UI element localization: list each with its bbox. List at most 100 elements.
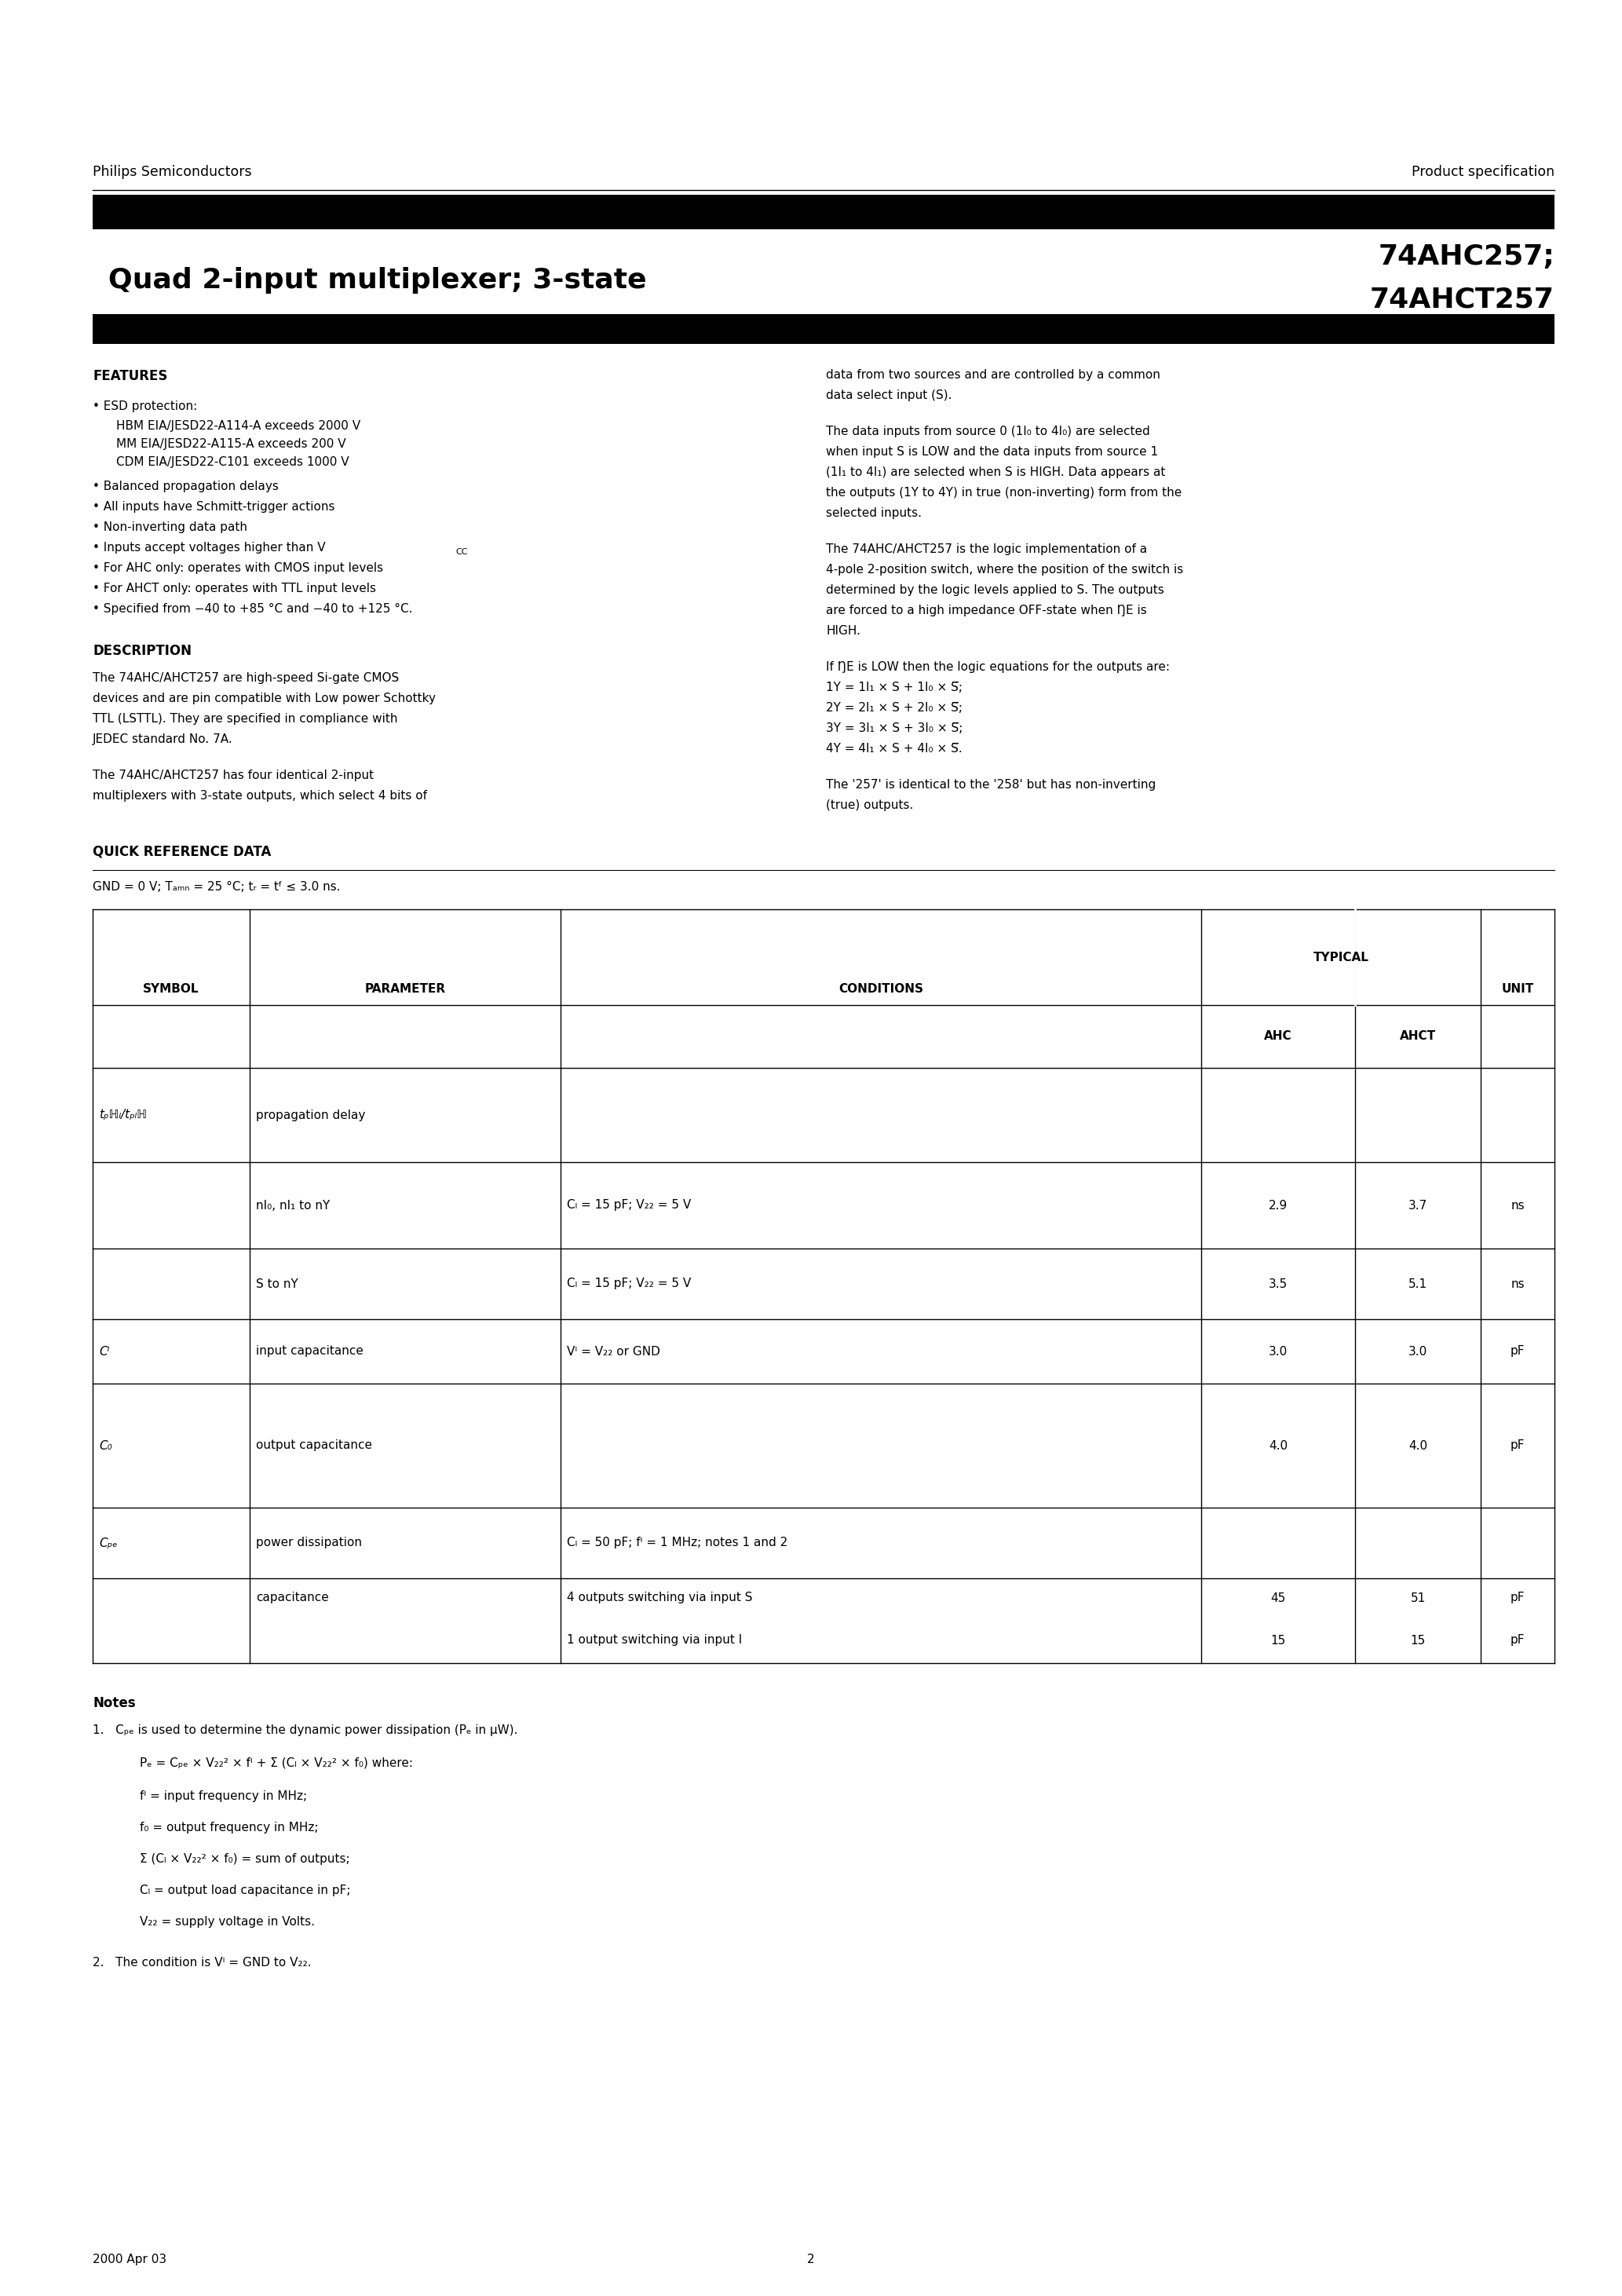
Text: JEDEC standard No. 7A.: JEDEC standard No. 7A. xyxy=(92,732,234,746)
Text: fᴵ = input frequency in MHz;: fᴵ = input frequency in MHz; xyxy=(139,1791,307,1802)
Text: data from two sources and are controlled by a common: data from two sources and are controlled… xyxy=(826,370,1160,381)
Text: (true) outputs.: (true) outputs. xyxy=(826,799,913,810)
Text: V₂₂ = supply voltage in Volts.: V₂₂ = supply voltage in Volts. xyxy=(139,1915,315,1929)
Text: 3.5: 3.5 xyxy=(1268,1279,1288,1290)
Text: output capacitance: output capacitance xyxy=(256,1440,371,1451)
Bar xyxy=(92,315,1554,344)
Text: TYPICAL: TYPICAL xyxy=(1314,951,1369,962)
Text: pF: pF xyxy=(1510,1345,1525,1357)
Text: determined by the logic levels applied to S. The outputs: determined by the logic levels applied t… xyxy=(826,583,1165,597)
Text: pF: pF xyxy=(1510,1440,1525,1451)
Text: 1.   Cₚₑ is used to determine the dynamic power dissipation (Pₑ in μW).: 1. Cₚₑ is used to determine the dynamic … xyxy=(92,1724,517,1736)
Text: 1Y = 1I₁ × S + 1I₀ × S̅;: 1Y = 1I₁ × S + 1I₀ × S̅; xyxy=(826,682,962,693)
Text: 3.0: 3.0 xyxy=(1268,1345,1288,1357)
Text: • Balanced propagation delays: • Balanced propagation delays xyxy=(92,480,279,491)
Text: are forced to a high impedance OFF-state when ŊE is: are forced to a high impedance OFF-state… xyxy=(826,604,1147,615)
Text: AHCT: AHCT xyxy=(1400,1031,1435,1042)
Text: Vᴵ = V₂₂ or GND: Vᴵ = V₂₂ or GND xyxy=(566,1345,660,1357)
Text: Cₗ = output load capacitance in pF;: Cₗ = output load capacitance in pF; xyxy=(139,1885,350,1896)
Text: C₀: C₀ xyxy=(99,1440,112,1451)
Text: power dissipation: power dissipation xyxy=(256,1536,362,1550)
Text: when input S is LOW and the data inputs from source 1: when input S is LOW and the data inputs … xyxy=(826,445,1158,457)
Text: Pₑ = Cₚₑ × V₂₂² × fᴵ + Σ (Cₗ × V₂₂² × f₀) where:: Pₑ = Cₚₑ × V₂₂² × fᴵ + Σ (Cₗ × V₂₂² × f₀… xyxy=(139,1756,414,1770)
Text: 2Y = 2I₁ × S + 2I₀ × S̅;: 2Y = 2I₁ × S + 2I₀ × S̅; xyxy=(826,703,962,714)
Text: S to nY: S to nY xyxy=(256,1279,298,1290)
Text: propagation delay: propagation delay xyxy=(256,1109,365,1120)
Text: 5.1: 5.1 xyxy=(1408,1279,1427,1290)
Text: FEATURES: FEATURES xyxy=(92,370,167,383)
Text: 51: 51 xyxy=(1410,1591,1426,1605)
Text: HIGH.: HIGH. xyxy=(826,625,860,636)
Text: 2.9: 2.9 xyxy=(1268,1199,1288,1212)
Text: Σ (Cₗ × V₂₂² × f₀) = sum of outputs;: Σ (Cₗ × V₂₂² × f₀) = sum of outputs; xyxy=(139,1853,350,1864)
Text: 1 output switching via input I: 1 output switching via input I xyxy=(566,1635,743,1646)
Text: • Inputs accept voltages higher than V: • Inputs accept voltages higher than V xyxy=(92,542,326,553)
Text: 2000 Apr 03: 2000 Apr 03 xyxy=(92,2255,167,2266)
Text: devices and are pin compatible with Low power Schottky: devices and are pin compatible with Low … xyxy=(92,693,436,705)
Text: The data inputs from source 0 (1I₀ to 4I₀) are selected: The data inputs from source 0 (1I₀ to 4I… xyxy=(826,425,1150,436)
Text: • For AHCT only: operates with TTL input levels: • For AHCT only: operates with TTL input… xyxy=(92,583,376,595)
Text: Cᴵ: Cᴵ xyxy=(99,1345,110,1357)
Text: CONDITIONS: CONDITIONS xyxy=(839,983,923,994)
Text: pF: pF xyxy=(1510,1635,1525,1646)
Text: Notes: Notes xyxy=(92,1697,136,1711)
Text: Cₗ = 15 pF; V₂₂ = 5 V: Cₗ = 15 pF; V₂₂ = 5 V xyxy=(566,1199,691,1212)
Text: Product specification: Product specification xyxy=(1411,165,1554,179)
Text: capacitance: capacitance xyxy=(256,1591,329,1605)
Text: GND = 0 V; Tₐₘₙ = 25 °C; tᵣ = tᶠ ≤ 3.0 ns.: GND = 0 V; Tₐₘₙ = 25 °C; tᵣ = tᶠ ≤ 3.0 n… xyxy=(92,882,341,893)
Text: Quad 2-input multiplexer; 3-state: Quad 2-input multiplexer; 3-state xyxy=(109,266,647,294)
Text: 15: 15 xyxy=(1410,1635,1426,1646)
Text: DESCRIPTION: DESCRIPTION xyxy=(92,643,191,659)
Text: UNIT: UNIT xyxy=(1502,983,1534,994)
Text: Cₗ = 15 pF; V₂₂ = 5 V: Cₗ = 15 pF; V₂₂ = 5 V xyxy=(566,1279,691,1290)
Text: • ESD protection:: • ESD protection: xyxy=(92,400,198,413)
Text: 45: 45 xyxy=(1270,1591,1286,1605)
Text: CC: CC xyxy=(456,549,467,556)
Text: The '257' is identical to the '258' but has non-inverting: The '257' is identical to the '258' but … xyxy=(826,778,1156,790)
Text: pF: pF xyxy=(1510,1591,1525,1605)
Text: 2.   The condition is Vᴵ = GND to V₂₂.: 2. The condition is Vᴵ = GND to V₂₂. xyxy=(92,1956,311,1968)
Text: TTL (LSTTL). They are specified in compliance with: TTL (LSTTL). They are specified in compl… xyxy=(92,714,397,726)
Text: PARAMETER: PARAMETER xyxy=(365,983,446,994)
Text: AHC: AHC xyxy=(1264,1031,1293,1042)
Text: • Non-inverting data path: • Non-inverting data path xyxy=(92,521,247,533)
Text: 4-pole 2-position switch, where the position of the switch is: 4-pole 2-position switch, where the posi… xyxy=(826,565,1184,576)
Text: ns: ns xyxy=(1510,1279,1525,1290)
Text: • All inputs have Schmitt-trigger actions: • All inputs have Schmitt-trigger action… xyxy=(92,501,334,512)
Text: • Specified from −40 to +85 °C and −40 to +125 °C.: • Specified from −40 to +85 °C and −40 t… xyxy=(92,604,412,615)
Text: f₀ = output frequency in MHz;: f₀ = output frequency in MHz; xyxy=(139,1821,318,1835)
Text: The 74AHC/AHCT257 are high-speed Si-gate CMOS: The 74AHC/AHCT257 are high-speed Si-gate… xyxy=(92,673,399,684)
Text: The 74AHC/AHCT257 is the logic implementation of a: The 74AHC/AHCT257 is the logic implement… xyxy=(826,544,1147,556)
Text: QUICK REFERENCE DATA: QUICK REFERENCE DATA xyxy=(92,845,271,859)
Text: The 74AHC/AHCT257 has four identical 2-input: The 74AHC/AHCT257 has four identical 2-i… xyxy=(92,769,373,781)
Bar xyxy=(92,195,1554,230)
Text: Cₗ = 50 pF; fᴵ = 1 MHz; notes 1 and 2: Cₗ = 50 pF; fᴵ = 1 MHz; notes 1 and 2 xyxy=(566,1536,788,1550)
Text: 74AHCT257: 74AHCT257 xyxy=(1371,287,1554,312)
Text: 15: 15 xyxy=(1270,1635,1286,1646)
Text: Philips Semiconductors: Philips Semiconductors xyxy=(92,165,251,179)
Text: 3Y = 3I₁ × S + 3I₀ × S̅;: 3Y = 3I₁ × S + 3I₀ × S̅; xyxy=(826,723,963,735)
Text: the outputs (1Y to 4Y) in true (non-inverting) form from the: the outputs (1Y to 4Y) in true (non-inve… xyxy=(826,487,1182,498)
Text: 4 outputs switching via input S: 4 outputs switching via input S xyxy=(566,1591,753,1605)
Text: data select input (S).: data select input (S). xyxy=(826,390,952,402)
Text: input capacitance: input capacitance xyxy=(256,1345,363,1357)
Text: 4.0: 4.0 xyxy=(1408,1440,1427,1451)
Text: multiplexers with 3-state outputs, which select 4 bits of: multiplexers with 3-state outputs, which… xyxy=(92,790,427,801)
Text: 4Y = 4I₁ × S + 4I₀ × S̅.: 4Y = 4I₁ × S + 4I₀ × S̅. xyxy=(826,744,962,755)
Text: ns: ns xyxy=(1510,1199,1525,1212)
Text: • For AHC only: operates with CMOS input levels: • For AHC only: operates with CMOS input… xyxy=(92,563,383,574)
Text: 2: 2 xyxy=(808,2255,814,2266)
Text: selected inputs.: selected inputs. xyxy=(826,507,921,519)
Text: CDM EIA/JESD22-C101 exceeds 1000 V: CDM EIA/JESD22-C101 exceeds 1000 V xyxy=(117,457,349,468)
Text: (1I₁ to 4I₁) are selected when S is HIGH. Data appears at: (1I₁ to 4I₁) are selected when S is HIGH… xyxy=(826,466,1165,478)
Text: If ŊE is LOW then the logic equations for the outputs are:: If ŊE is LOW then the logic equations fo… xyxy=(826,661,1169,673)
Text: 4.0: 4.0 xyxy=(1268,1440,1288,1451)
Text: 74AHC257;: 74AHC257; xyxy=(1379,243,1554,271)
Text: MM EIA/JESD22-A115-A exceeds 200 V: MM EIA/JESD22-A115-A exceeds 200 V xyxy=(117,439,345,450)
Text: nI₀, nI₁ to nY: nI₀, nI₁ to nY xyxy=(256,1199,329,1212)
Text: Cₚₑ: Cₚₑ xyxy=(99,1536,117,1550)
Text: HBM EIA/JESD22-A114-A exceeds 2000 V: HBM EIA/JESD22-A114-A exceeds 2000 V xyxy=(117,420,360,432)
Text: 3.0: 3.0 xyxy=(1408,1345,1427,1357)
Text: tₚℍₗ/tₚₗℍ: tₚℍₗ/tₚₗℍ xyxy=(99,1109,148,1120)
Text: 3.7: 3.7 xyxy=(1408,1199,1427,1212)
